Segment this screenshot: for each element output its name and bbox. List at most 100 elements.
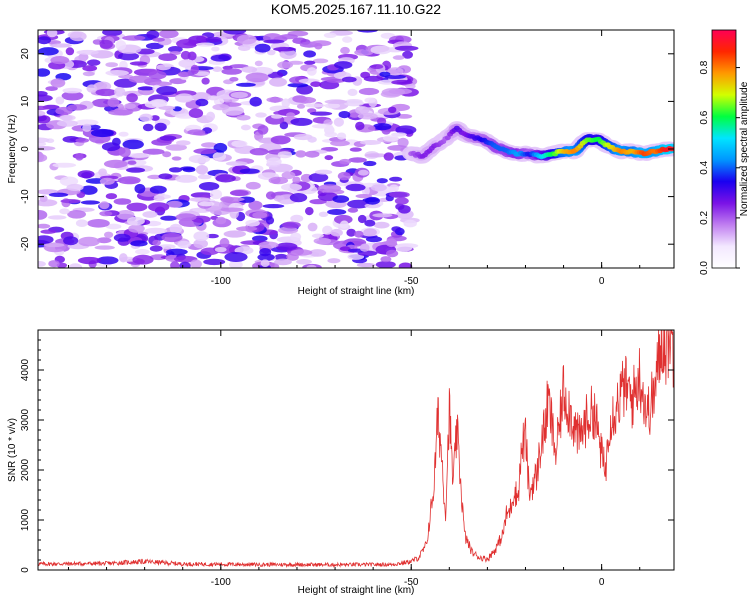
colorbar-gradient (711, 29, 737, 269)
colorbar-tick-label: 0.4 (699, 160, 710, 174)
noise-blob (188, 108, 204, 119)
y-tick-label: 0 (20, 567, 31, 573)
noise-blob (266, 97, 284, 103)
noise-blob (87, 219, 110, 228)
noise-blob (59, 114, 76, 121)
noise-blob (126, 93, 138, 103)
noise-blob (126, 167, 146, 173)
noise-blob (99, 39, 113, 49)
noise-blob (258, 241, 279, 249)
noise-blob (149, 81, 173, 87)
noise-blob (66, 183, 84, 192)
noise-blob (357, 214, 367, 224)
noise-blob (113, 198, 132, 205)
noise-blob (108, 109, 133, 116)
noise-blob (281, 183, 302, 191)
noise-blob (158, 105, 176, 110)
noise-blob (339, 158, 352, 165)
noise-blob (357, 112, 378, 120)
noise-blob (122, 139, 144, 150)
noise-blob (340, 46, 350, 55)
noise-blob (78, 236, 100, 247)
noise-blob (206, 233, 219, 239)
x-tick-label: -50 (404, 276, 419, 287)
noise-blob (40, 229, 57, 234)
noise-blob (128, 224, 145, 233)
noise-blob (139, 113, 153, 122)
noise-blob (195, 98, 209, 107)
noise-blob (148, 70, 167, 80)
noise-blob (317, 184, 342, 193)
x-tick-label: -100 (211, 577, 231, 588)
noise-blob (286, 112, 296, 118)
noise-blob (82, 123, 92, 132)
noise-blob (318, 211, 329, 217)
noise-blob (386, 249, 399, 258)
noise-blob (304, 150, 320, 158)
noise-blob (365, 196, 380, 205)
noise-blob (370, 45, 392, 55)
noise-blob (282, 221, 301, 229)
noise-blob (275, 242, 298, 251)
noise-blob (347, 207, 359, 213)
noise-blob (148, 202, 170, 212)
noise-blob (147, 174, 163, 180)
noise-blob (355, 105, 370, 115)
noise-blob (348, 157, 367, 163)
noise-blob (260, 259, 270, 268)
noise-blob (290, 117, 313, 126)
noise-blob (373, 123, 392, 131)
noise-blob (201, 142, 218, 148)
y-tick-label: -10 (20, 189, 31, 204)
noise-blob (307, 222, 318, 232)
noise-blob (231, 140, 248, 148)
noise-blob (339, 246, 351, 251)
noise-blob (394, 45, 419, 51)
colorbar-ticks: 0.0 0.2 0.4 0.6 0.8 (699, 60, 740, 275)
noise-blob (358, 87, 380, 96)
noise-blob (152, 37, 165, 42)
noise-blob (43, 243, 65, 248)
noise-blob (324, 131, 338, 138)
noise-blob (245, 72, 269, 83)
noise-blob (149, 245, 163, 252)
noise-blob (146, 30, 160, 39)
noise-blob (235, 82, 256, 87)
noise-blob (161, 232, 183, 243)
noise-blob (322, 225, 333, 235)
noise-blob (38, 261, 46, 267)
noise-blob (145, 42, 164, 50)
noise-blob (249, 96, 262, 107)
noise-blob (289, 193, 308, 203)
noise-blob (48, 260, 60, 268)
noise-blob (290, 249, 313, 256)
noise-blob (177, 71, 191, 78)
noise-blob (59, 208, 70, 215)
noise-blob (349, 147, 362, 152)
noise-blob (198, 201, 215, 207)
noise-blob (127, 153, 151, 158)
noise-blob (99, 201, 110, 210)
noise-blob (134, 183, 146, 194)
noise-blob (193, 239, 208, 249)
noise-blob (38, 223, 51, 229)
noise-blob (99, 211, 113, 217)
noise-blob (180, 50, 191, 60)
noise-blob (229, 260, 243, 268)
noise-blob (364, 153, 388, 158)
noise-blob (211, 46, 220, 52)
noise-blob (305, 103, 326, 108)
noise-blob (117, 176, 141, 185)
noise-blob (213, 142, 228, 153)
noise-blob (274, 258, 292, 266)
noise-blob (156, 64, 171, 71)
noise-blob (347, 199, 370, 209)
noise-blob (314, 42, 323, 50)
noise-blob (330, 228, 343, 237)
noise-blob (38, 94, 53, 102)
noise-blob (296, 96, 317, 104)
noise-blob (267, 49, 276, 56)
noise-blob (326, 79, 345, 83)
noise-blob (296, 259, 312, 265)
